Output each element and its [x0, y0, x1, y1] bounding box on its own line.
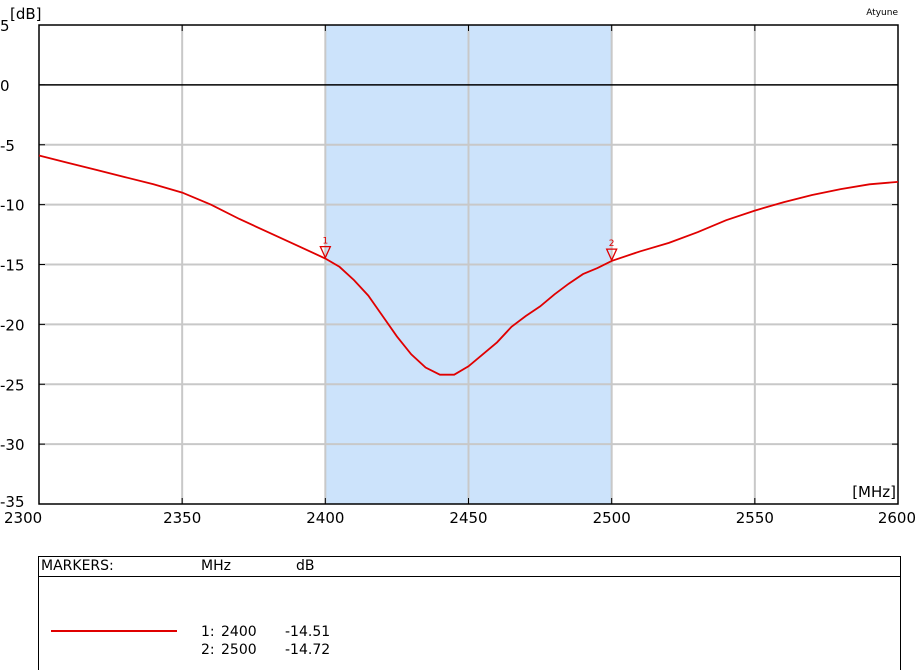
x-tick-label: 2500: [593, 509, 631, 527]
series-line: [38, 154, 899, 376]
x-tick-label: 2450: [449, 509, 487, 527]
x-unit-label: [MHz]: [852, 483, 896, 501]
marker-db: -14.72: [285, 642, 331, 658]
y-tick-label: 0: [0, 77, 10, 95]
y-tick-label: 5: [0, 17, 10, 35]
response-chart: 2300 2350 2400 2450 2500 2550 2600 5 0 -5 -10 -15 -2…: [0, 5, 916, 527]
markers-col-db: dB: [296, 558, 315, 574]
y-tick-label: -10: [0, 197, 25, 215]
markers-title: MARKERS:: [41, 558, 114, 574]
y-tick-label: -15: [0, 257, 25, 275]
y-tick-label: -20: [0, 316, 25, 334]
marker-label: 2: [609, 239, 615, 249]
y-tick-label: -5: [0, 137, 15, 155]
x-tick-label: 2300: [4, 509, 42, 527]
y-unit-label: [dB]: [10, 5, 42, 23]
markers-header: MARKERS: MHz dB: [39, 557, 900, 577]
x-tick-label: 2350: [163, 509, 201, 527]
y-tick-label: -25: [0, 376, 25, 394]
markers-col-mhz: MHz: [201, 558, 231, 574]
tick-marks: [39, 25, 898, 504]
marker-db: -14.51: [285, 624, 331, 640]
grid-lines: [39, 25, 898, 504]
app-label: Atyune: [866, 8, 898, 18]
marker-triangle: [319, 245, 332, 260]
marker-row: 2: 2500 -14.72: [39, 642, 900, 660]
marker-index: 2:: [201, 642, 215, 658]
marker-index: 1:: [201, 624, 215, 640]
x-tick-label: 2600: [878, 509, 916, 527]
marker-row: 1: 2400 -14.51: [39, 624, 900, 642]
marker-label: 1: [322, 237, 328, 247]
x-tick-label: 2550: [736, 509, 774, 527]
y-tick-label: -35: [0, 493, 25, 511]
tick-labels: 2300 2350 2400 2450 2500 2550 2600 5 0 -5 -10 -15 -2…: [0, 17, 916, 527]
markers-table: MARKERS: MHz dB 1: 2400 -14.51 2: 2500 -…: [38, 556, 901, 670]
legend-line: [51, 630, 177, 632]
marker-freq: 2400: [221, 624, 257, 640]
x-tick-label: 2400: [306, 509, 344, 527]
marker-triangle: [605, 248, 618, 262]
marker-freq: 2500: [221, 642, 257, 658]
y-tick-label: -30: [0, 436, 25, 454]
